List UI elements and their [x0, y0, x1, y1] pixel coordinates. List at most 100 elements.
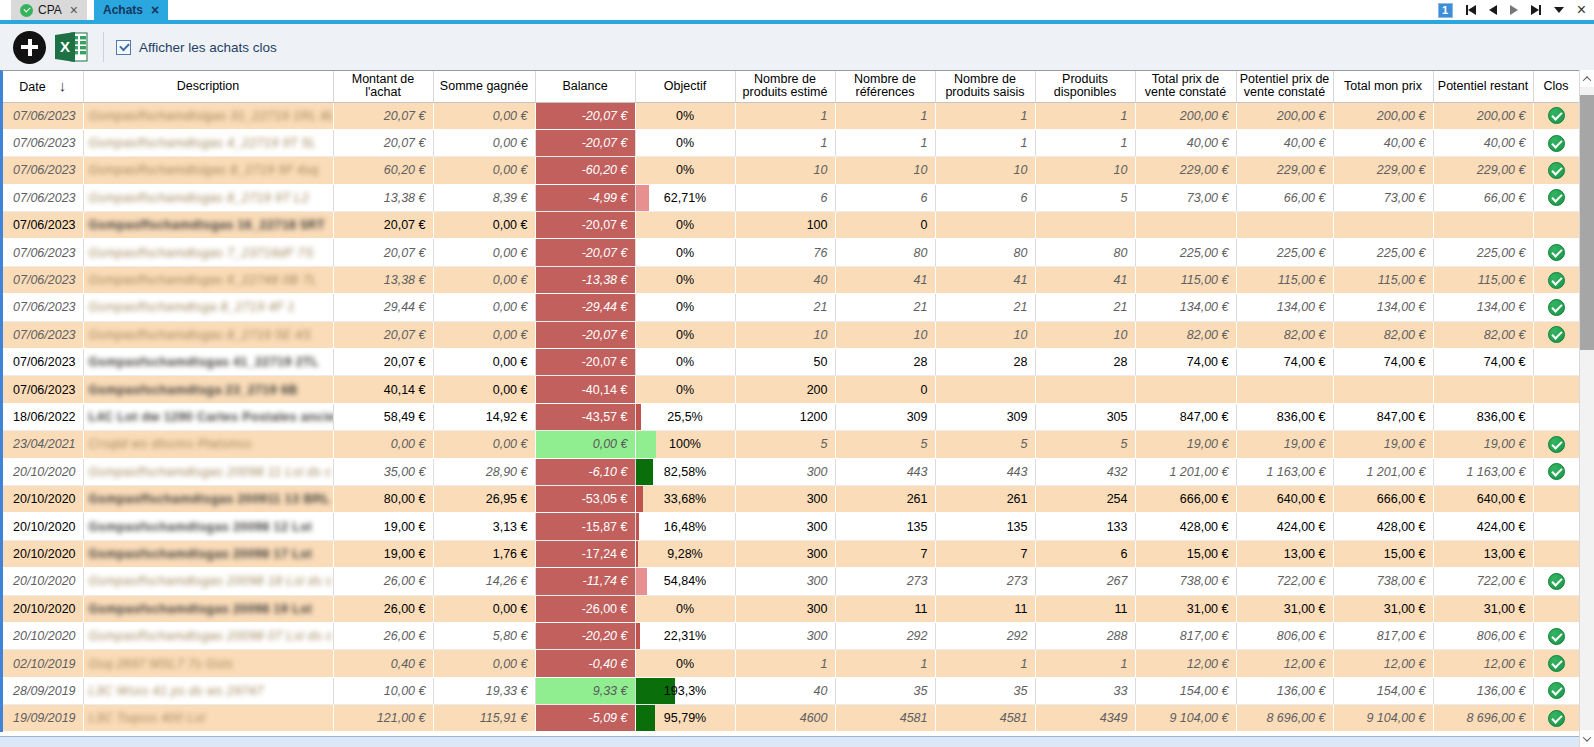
closed-check-icon — [1548, 162, 1565, 179]
purchase-row[interactable]: 07/06/2023Gsmpasffschamdtslgas 31_22719 … — [3, 102, 1579, 129]
potentiel-restant-cell: 82,00 € — [1433, 321, 1533, 348]
produits-estime-cell: 200 — [735, 376, 835, 403]
last-page-icon[interactable] — [1531, 5, 1541, 15]
purchase-row[interactable]: 23/04/2021Crsqtd ws dtscms Ptatsmss0,00 … — [3, 431, 1579, 458]
purchase-row[interactable]: 20/10/2020Gsmpasffschamdtsgas 20098 07 L… — [3, 622, 1579, 649]
purchase-row[interactable]: 07/06/2023Gsmpasffschamdtsgas 16_22718 5… — [3, 212, 1579, 239]
closed-check-icon — [1548, 107, 1565, 124]
purchase-row[interactable]: 07/06/2023Gsmpasfschamdtsgas 41_22719 2T… — [3, 349, 1579, 376]
column-header-totalmon[interactable]: Total mon prix — [1333, 71, 1433, 102]
previous-page-icon[interactable] — [1489, 5, 1497, 15]
total-mon-prix-cell: 12,00 € — [1333, 650, 1433, 677]
objectif-value: 0% — [636, 273, 735, 287]
total-prix-vente-cell: 73,00 € — [1135, 184, 1236, 211]
column-header-refs[interactable]: Nombre de références — [835, 71, 935, 102]
purchase-row[interactable]: 02/10/2019Gsq 2697 MSL7 7s Gsts0,40 €0,0… — [3, 650, 1579, 677]
column-header-dispo[interactable]: Produits disponibles — [1035, 71, 1135, 102]
tab-list-dropdown-icon[interactable] — [1554, 7, 1564, 13]
next-page-icon[interactable] — [1510, 5, 1518, 15]
scroll-up-icon[interactable] — [1580, 70, 1594, 87]
column-header-desc[interactable]: Description — [83, 71, 333, 102]
tab-achats-label: Achats — [103, 3, 143, 17]
closed-check-icon — [1548, 272, 1565, 289]
purchase-row[interactable]: 20/10/2020Gsmpasffschamdtsgas 20098 11 L… — [3, 458, 1579, 485]
description-redacted-text: Gsmpasffschamdtsgas 200911 13 BRL — [89, 492, 331, 506]
purchase-row[interactable]: 20/10/2020Gsmpasffschamdtsgas 20098 18 L… — [3, 568, 1579, 595]
produits-estime-cell: 1 — [735, 129, 835, 156]
purchase-row[interactable]: 07/06/2023Gsmpasfschamdtsga 23_2719 6B40… — [3, 376, 1579, 403]
purchase-row[interactable]: 18/06/2022L4C Lot dw 1290 Cartes Postale… — [3, 403, 1579, 430]
description-redacted-text: Gsmpasffschamdtsgas 20098 11 Lst ds c — [89, 465, 332, 479]
produits-estime-cell: 40 — [735, 677, 835, 704]
tab-cpa-close-icon[interactable]: × — [70, 3, 78, 17]
purchase-row[interactable]: 07/06/2023Gsmpasffschamdtsgas 6_22748 0B… — [3, 266, 1579, 293]
purchase-row[interactable]: 19/09/2019L3C Tsqsss 400 Lst121,00 €115,… — [3, 705, 1579, 732]
produits-estime-cell: 1200 — [735, 403, 835, 430]
column-header-objectif[interactable]: Objectif — [635, 71, 735, 102]
produits-disponibles-cell — [1035, 376, 1135, 403]
description-redacted-text: Gsmpasffschamdtsgas 8_2719 9T L2 — [89, 191, 310, 205]
purchase-row[interactable]: 07/06/2023Gsmpasffschamdtslgas 8_2719 5F… — [3, 157, 1579, 184]
description-cell: Gsmpasffschamdtsgas 7_23716dF 7S — [83, 239, 333, 266]
purchase-row[interactable]: 28/09/2019L3C Wsxs 41 ps ds ws 2974710,0… — [3, 677, 1579, 704]
column-header-clos[interactable]: Clos — [1533, 71, 1579, 102]
tab-cpa-check-icon — [20, 4, 33, 17]
column-header-totalprix[interactable]: Total prix de vente constaté — [1135, 71, 1236, 102]
objectif-value: 62,71% — [636, 191, 735, 205]
column-header-saisis[interactable]: Nombre de produits saisis — [935, 71, 1035, 102]
total-prix-vente-cell: 200,00 € — [1135, 102, 1236, 129]
somme-cell: 0,00 € — [433, 239, 535, 266]
scroll-down-icon[interactable] — [1580, 730, 1594, 747]
description-cell: Gsmpasffschamdtsgas 8_2719 9T L2 — [83, 184, 333, 211]
produits-disponibles-cell: 267 — [1035, 568, 1135, 595]
purchase-row[interactable]: 07/06/2023Gsmpasffschamdtsgas 4_22719 9T… — [3, 129, 1579, 156]
objectif-value: 0% — [636, 300, 735, 314]
total-mon-prix-cell: 229,00 € — [1333, 157, 1433, 184]
purchase-row[interactable]: 07/06/2023Gsmpasffschamdtsgas 7_23716dF … — [3, 239, 1579, 266]
excel-export-button[interactable]: X — [55, 31, 91, 63]
total-mon-prix-cell: 817,00 € — [1333, 622, 1433, 649]
first-page-icon[interactable] — [1466, 5, 1476, 15]
montant-cell: 20,07 € — [333, 349, 433, 376]
clos-cell — [1533, 458, 1579, 485]
objectif-value: 100% — [636, 437, 735, 451]
clos-cell — [1533, 349, 1579, 376]
purchase-row[interactable]: 07/06/2023Gsmpasffschamdtsga 8_2719 4F 1… — [3, 294, 1579, 321]
clos-cell — [1533, 705, 1579, 732]
column-header-date[interactable]: Date↓ — [3, 71, 83, 102]
column-header-estime[interactable]: Nombre de produits estimé — [735, 71, 835, 102]
tab-achats[interactable]: Achats × — [94, 0, 168, 20]
potentiel-prix-vente-cell: 225,00 € — [1236, 239, 1333, 266]
vertical-scrollbar[interactable] — [1579, 70, 1594, 747]
tab-cpa[interactable]: CPA × — [11, 0, 87, 20]
purchase-row[interactable]: 20/10/2020Gsmpasffschamdtsgas 200911 13 … — [3, 485, 1579, 512]
objectif-cell: 0% — [635, 239, 735, 266]
date-cell: 07/06/2023 — [3, 212, 83, 239]
purchase-row[interactable]: 20/10/2020Gsmpasfschamdtsgas 20098 17 Ls… — [3, 540, 1579, 567]
column-header-somme[interactable]: Somme gagnée — [433, 71, 535, 102]
close-tabgroup-icon[interactable]: × — [1577, 2, 1586, 18]
purchase-row[interactable]: 20/10/2020Gsmpasfschamdtsgas 20098 12 Ls… — [3, 513, 1579, 540]
balance-cell: -20,07 € — [535, 129, 635, 156]
column-header-potrest[interactable]: Potentiel restant — [1433, 71, 1533, 102]
column-header-potprix[interactable]: Potentiel prix de vente constaté — [1236, 71, 1333, 102]
objectif-value: 0% — [636, 355, 735, 369]
total-prix-vente-cell: 154,00 € — [1135, 677, 1236, 704]
column-header-balance[interactable]: Balance — [535, 71, 635, 102]
add-purchase-button[interactable] — [13, 31, 46, 64]
somme-cell: 0,00 € — [433, 650, 535, 677]
scrollbar-thumb[interactable] — [1580, 95, 1594, 350]
purchase-row[interactable]: 20/10/2020Gsmpasfschamdtsgas 20098 19 Ls… — [3, 595, 1579, 622]
total-prix-vente-cell: 428,00 € — [1135, 513, 1236, 540]
balance-cell: -20,20 € — [535, 622, 635, 649]
balance-cell: 9,33 € — [535, 677, 635, 704]
page-number-badge[interactable]: 1 — [1438, 3, 1453, 18]
purchase-row[interactable]: 07/06/2023Gsmpasffschamdtsgas 8_2719 9T … — [3, 184, 1579, 211]
show-closed-checkbox[interactable] — [116, 40, 131, 55]
column-header-montant[interactable]: Montant de l'achat — [333, 71, 433, 102]
potentiel-prix-vente-cell: 229,00 € — [1236, 157, 1333, 184]
tab-achats-close-icon[interactable]: × — [151, 3, 159, 17]
produits-disponibles-cell: 5 — [1035, 184, 1135, 211]
potentiel-restant-cell: 19,00 € — [1433, 431, 1533, 458]
purchase-row[interactable]: 07/06/2023Gsmpasffschamdtsgas 8_2719 5E … — [3, 321, 1579, 348]
